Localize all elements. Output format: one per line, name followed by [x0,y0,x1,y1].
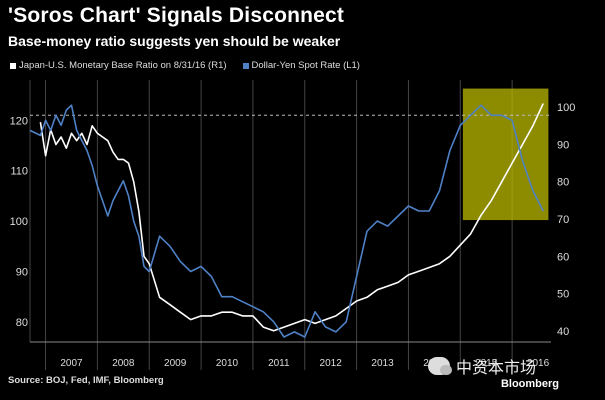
legend: Japan-U.S. Monetary Base Ratio on 8/31/1… [10,60,360,71]
x-tick-label: 2015 [475,358,498,369]
brand-logo: Bloomberg [500,378,559,390]
legend-swatch-white [10,62,16,69]
series-line-monetary-base [39,103,544,332]
left-axis-tick-label: 100 [10,216,28,228]
series-lines [29,103,544,338]
x-tick-label: 2012 [320,358,343,369]
highlight-box [462,88,549,221]
source-note: Source: BOJ, Fed, IMF, Bloomberg [8,375,164,386]
x-tick-label: 2013 [371,358,394,369]
legend-entry-dollar-yen: Dollar-Yen Spot Rate (L1) [242,60,360,71]
x-tick-label: 2010 [216,358,239,369]
left-axis-tick-label: 110 [10,166,28,178]
series-line-dollar-yen [29,104,544,338]
x-tick-label: 2016 [527,358,550,369]
left-axis-labels: 80 90 100 110 120 [10,115,28,329]
left-axis-tick-label: 90 [16,266,28,278]
right-axis-tick-label: 90 [557,139,569,151]
right-axis-tick-label: 50 [557,289,569,301]
x-grid [45,80,513,370]
right-axis-tick-label: 60 [557,251,569,263]
x-tick-label: 2011 [268,358,290,369]
x-tick-label: 2008 [112,358,135,369]
x-tick-label: 2009 [164,358,187,369]
chart-subtitle: Base-money ratio suggests yen should be … [8,33,341,49]
left-axis-tick-label: 120 [10,115,28,127]
right-axis-tick-label: 100 [557,102,575,114]
legend-swatch-blue [242,62,249,69]
left-axis-tick-label: 80 [16,317,28,329]
legend-label: Dollar-Yen Spot Rate (L1) [251,60,360,71]
legend-label: Japan-U.S. Monetary Base Ratio on 8/31/1… [19,60,227,71]
right-axis-tick-label: 40 [557,326,569,338]
right-axis-labels: 40 50 60 70 80 90 100 [557,102,575,338]
right-axis-tick-label: 70 [557,214,569,226]
watermark: 中资本市场 [428,354,536,378]
right-axis-tick-label: 80 [557,177,569,189]
highlight-rect [462,88,549,221]
legend-entry-monetary-base: Japan-U.S. Monetary Base Ratio on 8/31/1… [10,60,227,71]
chart-title: 'Soros Chart' Signals Disconnect [8,4,345,27]
x-tick-label: 2007 [60,358,83,369]
wechat-icon [428,357,452,375]
watermark-text: 中资本市场 [456,360,537,377]
